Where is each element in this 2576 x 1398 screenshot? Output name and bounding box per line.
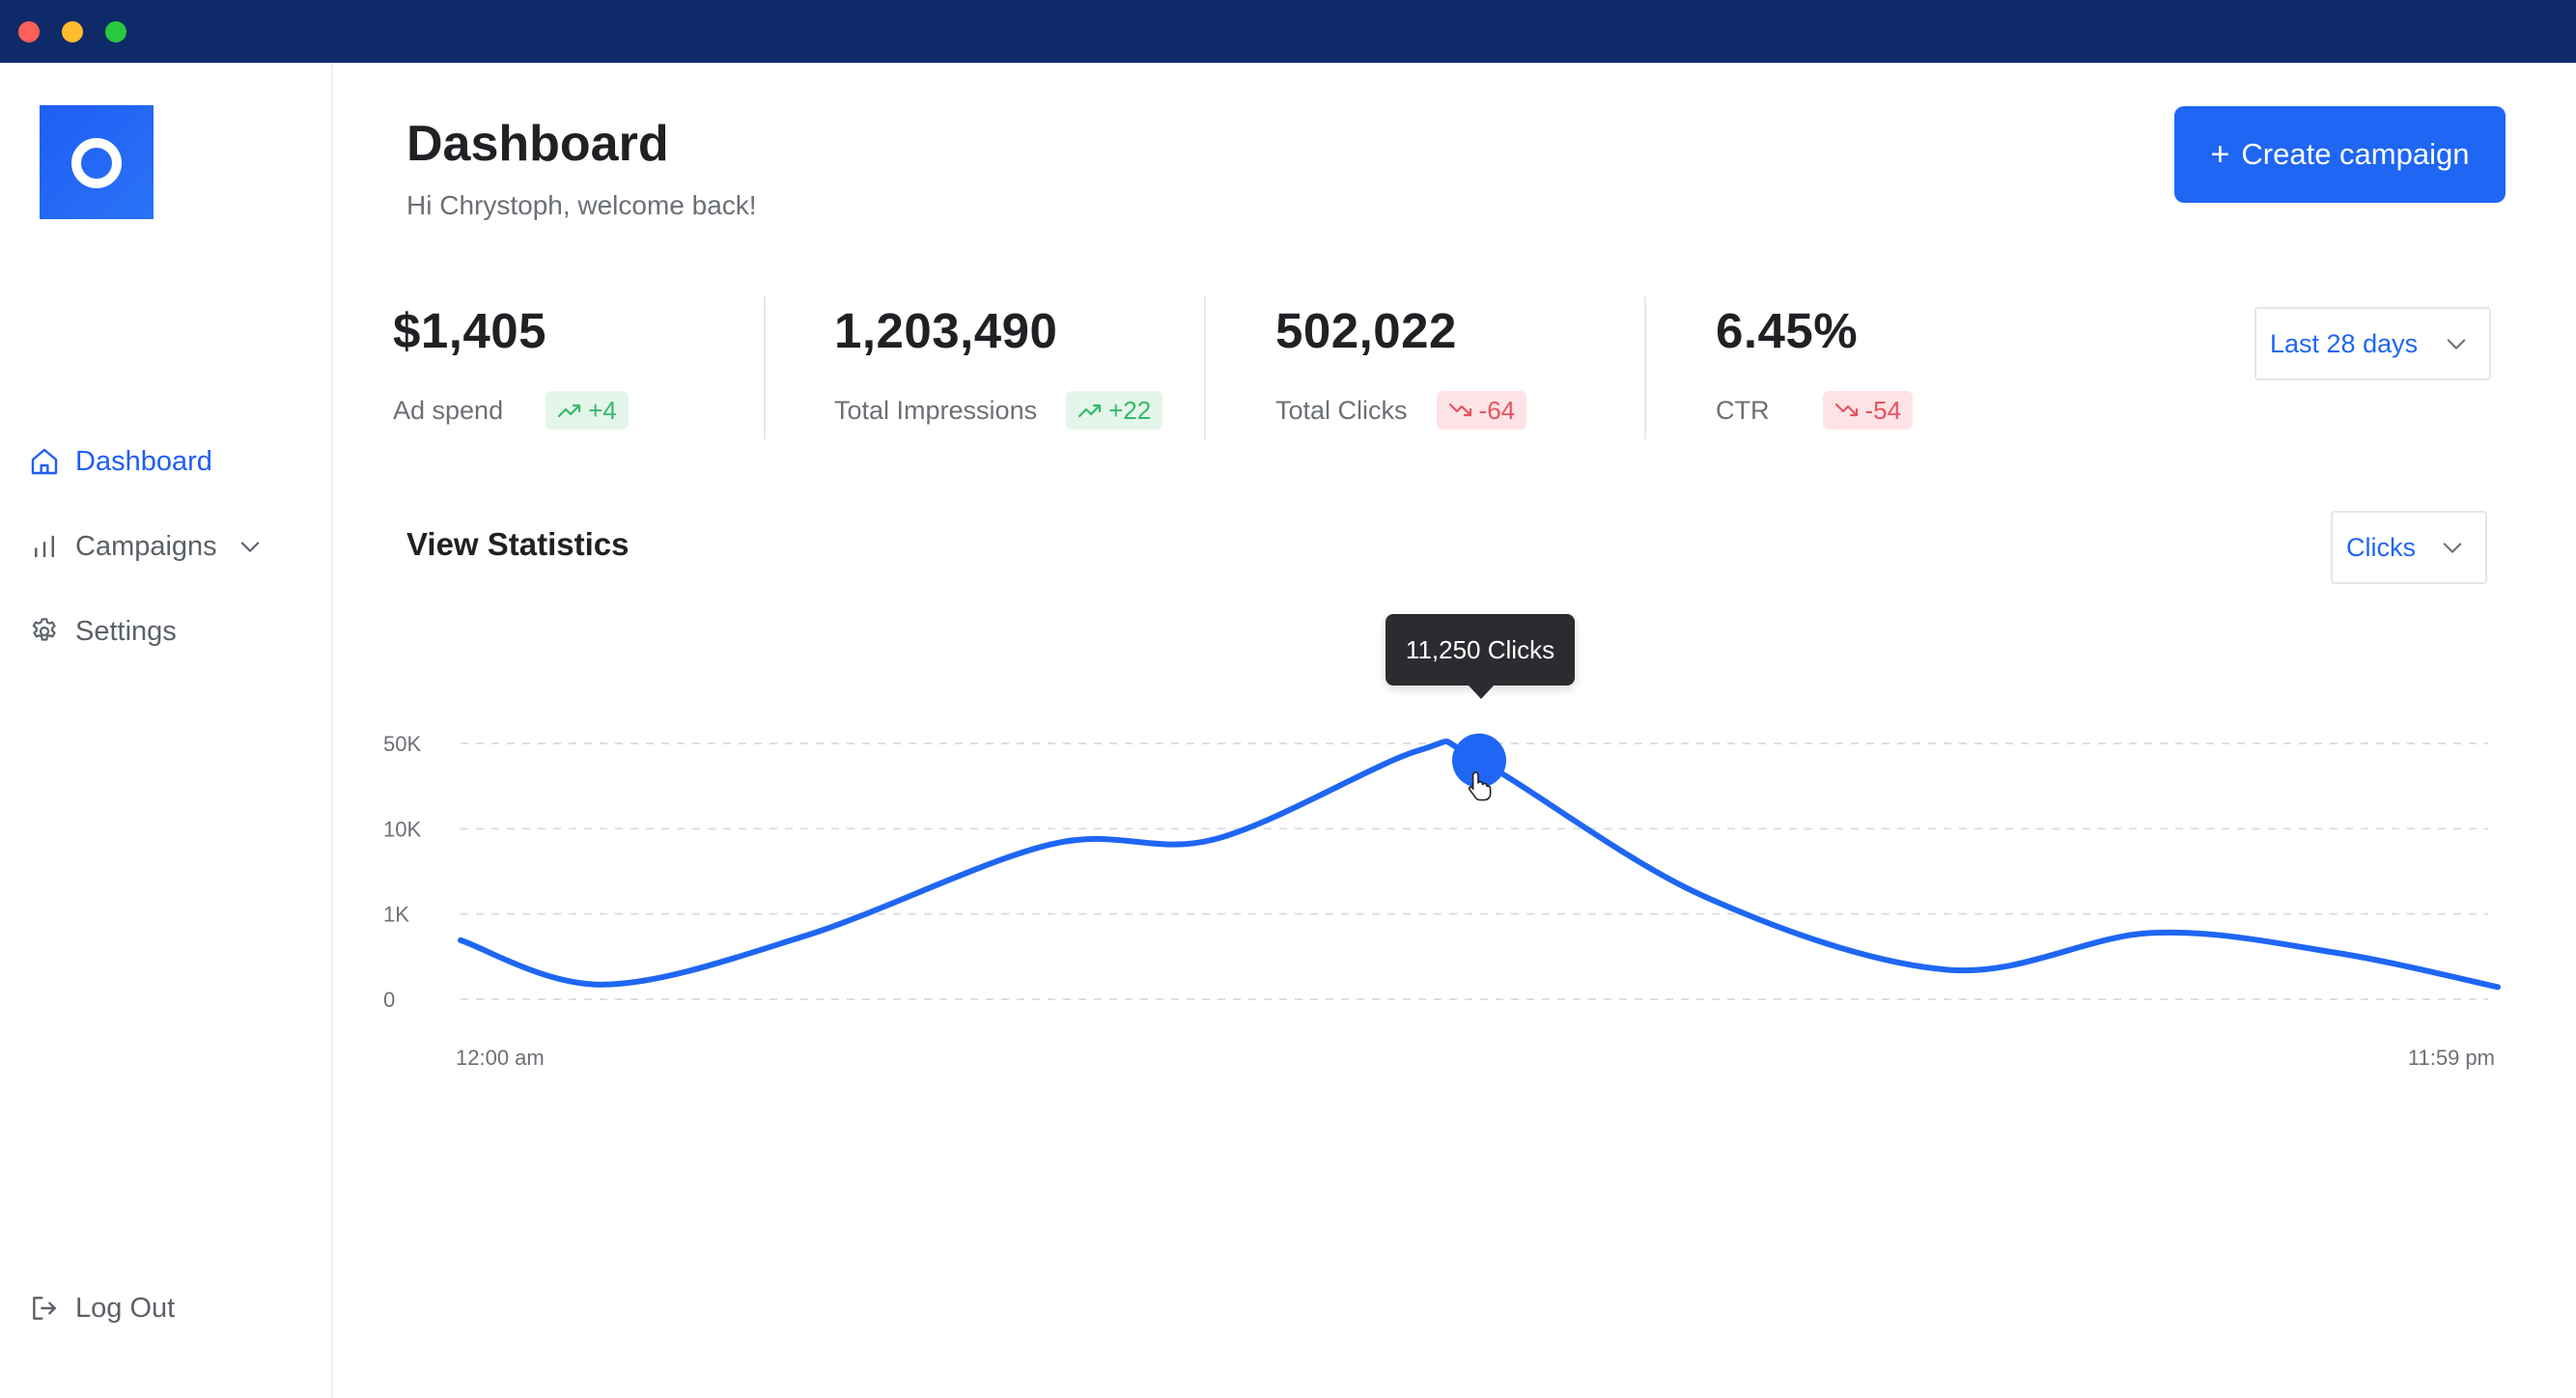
logout-label: Log Out — [75, 1292, 176, 1324]
y-tick-label: 1K — [383, 903, 409, 927]
chart-tooltip: 11,250 Clicks — [1386, 614, 1575, 699]
sidebar-item-label: Dashboard — [75, 445, 212, 477]
chart-grid — [461, 742, 2488, 1000]
delta-value: +22 — [1108, 395, 1152, 425]
y-axis-ticks: 50K 10K 1K 0 — [383, 732, 421, 1012]
metric-value: Clicks — [2346, 532, 2416, 562]
delta-badge: -64 — [1436, 391, 1527, 430]
trend-down-icon — [1448, 403, 1471, 417]
x-tick-label: 11:59 pm — [2408, 1046, 2495, 1070]
close-window-button[interactable] — [18, 21, 40, 42]
stat-ctr: 6.45% CTR -54 — [1716, 302, 1914, 430]
trend-up-icon — [557, 404, 581, 418]
sidebar-item-campaigns[interactable]: Campaigns — [27, 522, 264, 571]
sidebar-item-dashboard[interactable]: Dashboard — [27, 437, 212, 486]
home-icon — [27, 444, 62, 479]
create-campaign-label: Create campaign — [2241, 137, 2470, 171]
stat-divider — [1644, 296, 1646, 439]
hand-cursor-icon — [1468, 770, 1492, 801]
minimize-window-button[interactable] — [62, 21, 83, 42]
stat-value: $1,405 — [393, 303, 546, 358]
delta-value: +4 — [588, 395, 617, 425]
stat-divider — [764, 296, 766, 439]
highlighted-point[interactable] — [1452, 733, 1506, 788]
welcome-subtitle: Hi Chrystoph, welcome back! — [406, 190, 757, 220]
x-tick-label: 12:00 am — [456, 1046, 545, 1070]
main-content: Dashboard Hi Chrystoph, welcome back! + … — [335, 63, 2576, 1398]
statistics-line-chart: 50K 10K 1K 0 12:00 am 11:59 pm — [383, 732, 2501, 1070]
create-campaign-button[interactable]: + Create campaign — [2174, 106, 2506, 203]
stat-total-impressions: 1,203,490 Total Impressions +22 — [834, 302, 1163, 430]
logo-ring-icon — [71, 138, 122, 188]
app-logo[interactable] — [40, 105, 154, 219]
maximize-window-button[interactable] — [105, 21, 126, 42]
delta-badge: -54 — [1822, 391, 1914, 430]
sidebar-item-settings[interactable]: Settings — [27, 607, 177, 656]
sidebar-item-label: Settings — [75, 615, 177, 647]
delta-badge: +4 — [546, 391, 629, 430]
y-tick-label: 0 — [383, 988, 395, 1012]
trend-down-icon — [1834, 403, 1858, 417]
x-axis-ticks: 12:00 am 11:59 pm — [456, 1046, 2495, 1070]
page-title: Dashboard — [406, 116, 669, 172]
delta-value: -64 — [1478, 395, 1516, 425]
stat-total-clicks: 502,022 Total Clicks -64 — [1275, 302, 1527, 430]
sidebar-item-label: Campaigns — [75, 530, 217, 562]
stat-label: CTR — [1716, 395, 1770, 425]
clicks-series-line — [458, 738, 2501, 991]
sidebar: Dashboard Campaigns Settings Log Out — [0, 63, 333, 1398]
stat-value: 6.45% — [1716, 303, 1859, 358]
stat-label: Total Clicks — [1275, 395, 1408, 425]
y-tick-label: 50K — [383, 732, 421, 756]
metric-select[interactable]: Clicks — [2331, 511, 2487, 584]
stat-ad-spend: $1,405 Ad spend +4 — [393, 302, 629, 430]
chevron-down-icon — [2443, 543, 2462, 553]
title-bar — [0, 0, 2576, 63]
plus-icon: + — [2210, 135, 2230, 173]
gear-icon — [27, 614, 62, 649]
y-tick-label: 10K — [383, 817, 421, 841]
stat-value: 1,203,490 — [834, 303, 1058, 358]
logout-icon — [27, 1291, 62, 1326]
bar-chart-icon — [27, 529, 62, 564]
stat-divider — [1204, 296, 1206, 439]
trend-up-icon — [1078, 404, 1102, 418]
chevron-down-icon — [2447, 339, 2466, 350]
logout-button[interactable]: Log Out — [27, 1284, 175, 1332]
date-range-select[interactable]: Last 28 days — [2254, 307, 2491, 380]
delta-badge: +22 — [1066, 391, 1163, 430]
stat-label: Ad spend — [393, 395, 504, 425]
stat-value: 502,022 — [1275, 303, 1457, 358]
section-title: View Statistics — [406, 526, 630, 562]
chevron-down-icon[interactable] — [237, 533, 264, 560]
hand-cursor-shape — [1468, 770, 1492, 801]
date-range-value: Last 28 days — [2270, 328, 2419, 358]
delta-value: -54 — [1864, 395, 1902, 425]
stat-label: Total Impressions — [834, 395, 1038, 425]
